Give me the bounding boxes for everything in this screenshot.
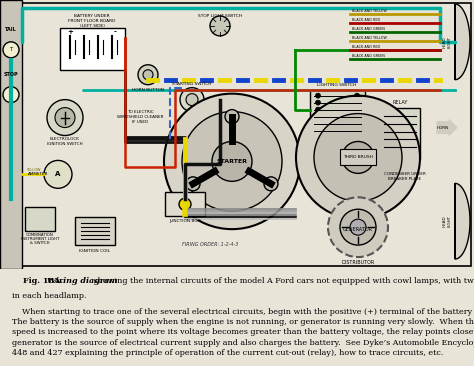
Text: BREAKER PLATE: BREAKER PLATE [388,178,421,181]
Bar [380,108,420,160]
Text: IGNITION SWITCH: IGNITION SWITCH [47,142,83,146]
Circle shape [264,177,278,191]
Circle shape [316,128,320,133]
Text: TAIL: TAIL [5,27,17,32]
Text: HORN BUTTON: HORN BUTTON [132,88,164,92]
Text: BLACK AND YELLOW: BLACK AND YELLOW [352,36,387,40]
Circle shape [143,70,153,80]
Text: When starting to trace one of the several electrical circuits, begin with the po: When starting to trace one of the severa… [12,308,474,357]
Text: COMBINATION: COMBINATION [26,233,54,237]
Circle shape [355,128,359,133]
Text: IF USED: IF USED [132,120,148,124]
Bar [165,192,205,216]
Bar [310,90,365,142]
Text: & SWITCH: & SWITCH [30,241,50,245]
Text: FIRING ORDER: 1-2-4-3: FIRING ORDER: 1-2-4-3 [182,242,238,247]
Circle shape [355,107,359,112]
Circle shape [44,160,72,188]
Text: T: T [9,47,13,52]
Text: STARTER: STARTER [217,159,247,164]
Bar [75,217,115,245]
Text: HEAD
LIGHT: HEAD LIGHT [443,36,451,48]
Circle shape [316,107,320,112]
Text: RELAY: RELAY [392,100,408,105]
Circle shape [296,96,420,219]
Text: GENERATOR: GENERATOR [343,227,373,232]
Polygon shape [455,4,470,80]
Polygon shape [455,183,470,259]
Circle shape [316,121,320,126]
Text: BLACK AND GREEN: BLACK AND GREEN [352,27,385,31]
Text: showing the internal circuits of the model A Ford cars not equipped with cowl la: showing the internal circuits of the mod… [91,277,474,285]
Text: STOP LIGHT SWITCH: STOP LIGHT SWITCH [198,14,242,18]
Circle shape [355,93,359,98]
Circle shape [225,109,239,124]
Text: in each headlamp.: in each headlamp. [12,292,86,300]
Circle shape [179,198,191,210]
Text: HEAD
LIGHT: HEAD LIGHT [443,215,451,227]
Circle shape [328,197,388,257]
Bar [60,28,125,70]
Circle shape [3,87,19,102]
Text: BATTERY UNDER: BATTERY UNDER [74,14,110,18]
Circle shape [164,94,300,229]
Circle shape [47,100,83,135]
Bar [0,0,22,269]
Text: STOP: STOP [4,72,18,77]
Bar [25,207,55,231]
Circle shape [316,100,320,105]
Text: ELECTROLOCK: ELECTROLOCK [50,138,80,142]
Circle shape [210,16,230,36]
Circle shape [355,100,359,105]
Text: (LEFT SIDE): (LEFT SIDE) [80,24,104,28]
Circle shape [316,114,320,119]
Text: BLACK AND RED: BLACK AND RED [352,45,380,49]
Text: FRONT FLOOR BOARD: FRONT FLOOR BOARD [68,19,116,23]
Circle shape [314,113,402,201]
Text: IGNITION COIL: IGNITION COIL [80,249,110,253]
Circle shape [186,94,198,106]
Text: Wiring diagram: Wiring diagram [47,277,118,285]
Circle shape [182,112,282,211]
Circle shape [55,108,75,127]
Circle shape [342,142,374,173]
Text: YELLOW: YELLOW [26,168,40,172]
Circle shape [355,121,359,126]
Text: WINDSHIELD CLEANER: WINDSHIELD CLEANER [117,115,163,119]
Circle shape [340,209,376,245]
Text: CONDENSER UNDER: CONDENSER UNDER [384,172,426,176]
Text: AMMETER: AMMETER [28,172,48,176]
Text: BLACK AND YELLOW: BLACK AND YELLOW [352,9,387,13]
Circle shape [138,65,158,85]
Text: HORN: HORN [437,126,449,130]
Text: Fig. 18A.: Fig. 18A. [12,277,68,285]
Circle shape [186,177,200,191]
FancyArrow shape [437,120,457,135]
Circle shape [355,114,359,119]
Text: -: - [114,29,117,35]
Text: DISTRIBUTOR: DISTRIBUTOR [341,259,374,265]
Text: BLACK AND GREEN: BLACK AND GREEN [352,54,385,58]
Text: A: A [55,171,61,178]
Circle shape [350,219,366,235]
Bar [340,149,376,165]
Text: JUNCTION BOX: JUNCTION BOX [169,219,201,223]
Text: STARTING SWITCH: STARTING SWITCH [172,82,212,86]
Text: +: + [67,29,73,35]
Circle shape [212,142,252,181]
Circle shape [180,88,204,112]
Circle shape [316,93,320,98]
Text: LIGHTING SWITCH: LIGHTING SWITCH [318,83,356,87]
Text: TO ELECTRIC: TO ELECTRIC [127,109,154,113]
Circle shape [3,42,19,58]
Text: BLACK AND RED: BLACK AND RED [352,18,380,22]
Bar [0,0,22,269]
Text: THIRD BRUSH: THIRD BRUSH [343,156,373,160]
Text: INSTRUMENT LIGHT: INSTRUMENT LIGHT [21,237,59,241]
